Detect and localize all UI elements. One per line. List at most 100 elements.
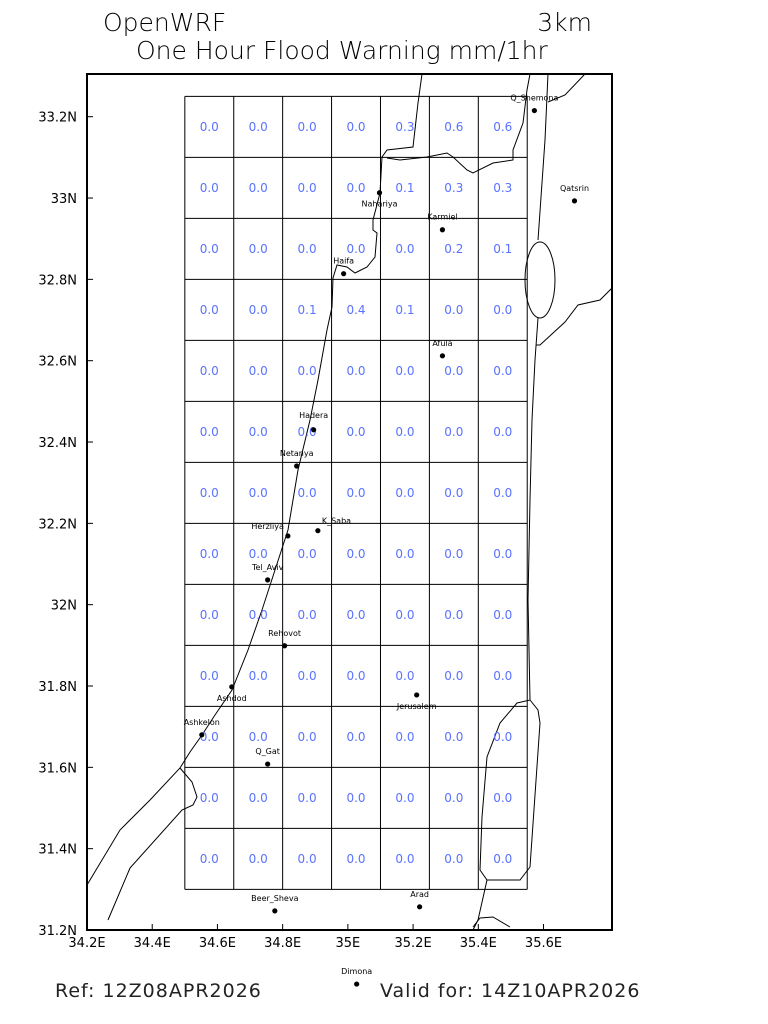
- y-tick-label: 33.2N: [38, 111, 77, 126]
- cell-value: 0.0: [444, 669, 463, 683]
- syria-border: [536, 287, 613, 346]
- city-label: Netanya: [280, 449, 314, 458]
- cell-value: 0.0: [200, 608, 219, 622]
- cell-value: 0.6: [493, 120, 512, 134]
- cell-value: 0.0: [298, 486, 317, 500]
- city-marker: [315, 528, 321, 534]
- city-label: Ashkelon: [184, 718, 220, 727]
- cell-value: 0.0: [298, 547, 317, 561]
- cell-value: 0.0: [493, 547, 512, 561]
- cell-value: 0.0: [200, 486, 219, 500]
- city-label: Arad: [410, 890, 429, 899]
- y-tick-label: 31.6N: [38, 761, 77, 776]
- city-marker: [354, 981, 360, 987]
- cell-value: 0.0: [493, 364, 512, 378]
- cell-value: 0.0: [346, 669, 365, 683]
- cell-value: 0.0: [395, 364, 414, 378]
- city-marker: [265, 577, 271, 583]
- y-tick-label: 31.4N: [38, 843, 77, 858]
- coastline: [86, 73, 423, 886]
- ref-time: Ref: 12Z08APR2026: [55, 980, 262, 1002]
- arava-border: [472, 879, 488, 931]
- cell-value: 0.2: [444, 242, 463, 256]
- cell-value: 0.0: [444, 486, 463, 500]
- city-marker: [439, 353, 446, 359]
- cell-value: 0.1: [395, 181, 414, 195]
- cell-value: 0.0: [298, 669, 317, 683]
- cell-value: 0.0: [346, 547, 365, 561]
- city-label: Haifa: [333, 257, 354, 266]
- cell-value: 0.0: [298, 242, 317, 256]
- cell-value: 0.0: [346, 730, 365, 744]
- cell-value: 0.0: [493, 303, 512, 317]
- cell-value: 0.0: [444, 852, 463, 866]
- cell-value: 0.0: [395, 242, 414, 256]
- city-marker: [199, 732, 205, 738]
- city-label: Qatsrin: [560, 184, 589, 193]
- cell-value: 0.0: [200, 852, 219, 866]
- cell-value: 0.0: [200, 181, 219, 195]
- golan-border-north: [547, 73, 586, 103]
- cell-value: 0.0: [395, 791, 414, 805]
- cell-value: 0.0: [493, 608, 512, 622]
- map-frame: [86, 73, 613, 931]
- city-label: Q_Shemona: [510, 94, 558, 103]
- resolution-label: 3km: [537, 8, 592, 37]
- cell-value: 0.0: [249, 486, 268, 500]
- y-tick-label: 31.2N: [38, 924, 77, 939]
- city-label: Nahariya: [361, 200, 397, 209]
- cell-value: 0.0: [298, 730, 317, 744]
- city-marker: [282, 643, 288, 649]
- cell-value: 0.0: [200, 303, 219, 317]
- city-marker: [229, 684, 235, 690]
- cell-value: 0.0: [200, 669, 219, 683]
- cell-value: 0.0: [249, 730, 268, 744]
- cell-value: 0.0: [395, 608, 414, 622]
- cell-value: 0.0: [346, 181, 365, 195]
- cell-value: 0.3: [395, 120, 414, 134]
- cell-value: 0.0: [200, 547, 219, 561]
- cell-value: 0.0: [444, 608, 463, 622]
- cell-value: 0.3: [444, 181, 463, 195]
- city-label: Tel_Aviv: [251, 563, 284, 572]
- cell-value: 0.0: [395, 669, 414, 683]
- cell-value: 0.0: [249, 791, 268, 805]
- cell-value: 0.0: [298, 181, 317, 195]
- cell-value: 0.0: [346, 791, 365, 805]
- cell-value: 0.0: [346, 852, 365, 866]
- cell-value: 0.6: [444, 120, 463, 134]
- cell-value: 0.1: [298, 303, 317, 317]
- city-markers: Q_Shemona Qatsrin Nahariya Karmiel Haifa Aful…: [184, 94, 589, 987]
- y-tick-label: 31.8N: [38, 680, 77, 695]
- city-label: Hadera: [299, 411, 328, 420]
- cell-value: 0.0: [444, 547, 463, 561]
- x-tick-label: 34.6E: [199, 936, 236, 951]
- cell-value: 0.0: [249, 608, 268, 622]
- x-tick-label: 34.2E: [68, 936, 105, 951]
- y-tick-label: 32.4N: [38, 436, 77, 451]
- cell-value: 0.0: [249, 181, 268, 195]
- city-marker: [294, 463, 300, 469]
- cell-value: 0.0: [249, 852, 268, 866]
- cell-value: 0.1: [493, 242, 512, 256]
- cell-value: 0.0: [298, 364, 317, 378]
- jordan-river-south: [527, 317, 539, 701]
- gaza-border: [107, 767, 198, 921]
- city-label: Beer_Sheva: [251, 894, 298, 903]
- cell-value: 0.0: [346, 364, 365, 378]
- city-label: Karmiel: [427, 213, 457, 222]
- cell-value: 0.0: [346, 425, 365, 439]
- jordan-river: [537, 73, 549, 241]
- cell-value: 0.0: [200, 120, 219, 134]
- city-marker: [414, 692, 420, 698]
- cell-value: 0.0: [444, 364, 463, 378]
- city-marker: [285, 533, 291, 539]
- x-tick-label: 34.4E: [134, 936, 171, 951]
- cell-value: 0.0: [249, 425, 268, 439]
- city-marker: [376, 190, 383, 196]
- city-marker: [531, 107, 537, 114]
- city-label: Dimona: [341, 967, 372, 976]
- city-marker: [311, 427, 317, 433]
- x-tick-label: 35.6E: [525, 936, 562, 951]
- cell-value: 0.0: [249, 242, 268, 256]
